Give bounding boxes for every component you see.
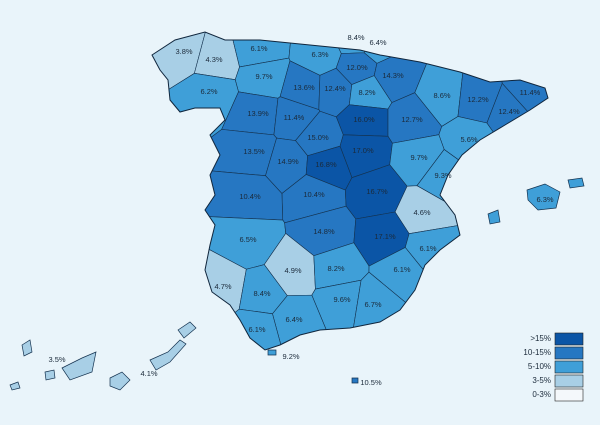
region-label: 6.1% <box>393 265 410 274</box>
region-label: 3.5% <box>48 355 65 364</box>
legend-label: >15% <box>530 334 551 343</box>
region-label: 5.6% <box>460 135 477 144</box>
region-label: 13.5% <box>243 147 265 156</box>
legend-swatch <box>554 332 584 346</box>
legend-swatch <box>554 388 584 402</box>
region-label: 8.4% <box>347 33 364 42</box>
island <box>44 369 56 381</box>
legend-label: 10-15% <box>523 348 551 357</box>
region-label: 6.3% <box>536 195 553 204</box>
region-label: 9.7% <box>255 72 272 81</box>
region-label: 10.4% <box>239 192 261 201</box>
region-label: 12.4% <box>324 84 346 93</box>
region-label: 6.1% <box>250 44 267 53</box>
region-label: 6.7% <box>364 300 381 309</box>
province <box>152 198 247 350</box>
region-label: 11.4% <box>520 88 541 97</box>
region-label: 4.9% <box>284 266 301 275</box>
region-label: 11.4% <box>284 113 305 122</box>
region-label: 17.1% <box>374 232 396 241</box>
region-label: 9.6% <box>333 295 350 304</box>
island <box>21 339 33 357</box>
island <box>487 209 501 225</box>
region-label: 14.3% <box>382 71 404 80</box>
island <box>61 351 97 381</box>
region-label: 8.2% <box>327 264 344 273</box>
region-label: 16.0% <box>353 115 375 124</box>
region-label: 17.0% <box>352 146 374 155</box>
province <box>315 32 377 54</box>
region-label: 15.0% <box>307 133 329 142</box>
region-label: 10.5% <box>360 378 382 387</box>
region-label: 6.5% <box>239 235 256 244</box>
legend-swatch <box>554 360 584 374</box>
province <box>438 116 548 240</box>
province <box>152 308 303 350</box>
region-label: 14.9% <box>277 157 299 166</box>
region-label: 6.3% <box>311 50 328 59</box>
legend-label: 0-3% <box>532 390 551 399</box>
labels: 3.8% 4.3% 6.1% 6.3% 8.4% 6.4% 9.7% 6.2% 13.6% 12.… <box>48 33 553 387</box>
region-label: 12.2% <box>467 95 489 104</box>
region-label: 12.4% <box>498 107 520 116</box>
region-label: 14.8% <box>313 227 335 236</box>
region-label: 8.2% <box>358 88 375 97</box>
island <box>526 183 561 211</box>
legend-swatch <box>554 374 584 388</box>
province <box>363 32 469 64</box>
region-label: 6.1% <box>248 325 265 334</box>
island <box>267 349 277 356</box>
province <box>272 294 356 350</box>
region-label: 9.2% <box>282 352 299 361</box>
region-label: 4.6% <box>413 208 430 217</box>
region-label: 16.8% <box>315 160 337 169</box>
region-label: 16.7% <box>366 187 388 196</box>
region-label: 6.1% <box>419 244 436 253</box>
region-label: 8.4% <box>253 289 270 298</box>
island <box>567 177 585 189</box>
legend-swatch <box>554 346 584 360</box>
region-label: 9.7% <box>410 153 427 162</box>
region-label: 10.4% <box>303 190 325 199</box>
island <box>9 381 21 391</box>
island <box>351 377 359 384</box>
island <box>109 371 131 391</box>
region-label: 13.6% <box>293 83 315 92</box>
region-label: 4.7% <box>214 282 231 291</box>
legend-label: 5-10% <box>528 362 551 371</box>
region-label: 8.6% <box>433 91 450 100</box>
region-label: 12.0% <box>346 63 368 72</box>
legend: >15% 10-15% 5-10% 3-5% 0-3% <box>523 332 584 402</box>
island <box>149 339 187 371</box>
coastline <box>151 31 549 351</box>
region-label: 6.2% <box>200 87 217 96</box>
region-label: 3.8% <box>175 47 192 56</box>
region-label: 6.4% <box>285 315 302 324</box>
island <box>177 321 197 339</box>
region-label: 12.7% <box>401 115 423 124</box>
region-label: 13.9% <box>247 109 269 118</box>
region-label: 9.3% <box>434 171 451 180</box>
region-label: 4.3% <box>205 55 222 64</box>
region-label: 6.4% <box>369 38 386 47</box>
legend-label: 3-5% <box>532 376 551 385</box>
region-label: 4.1% <box>140 369 157 378</box>
province <box>345 271 548 350</box>
